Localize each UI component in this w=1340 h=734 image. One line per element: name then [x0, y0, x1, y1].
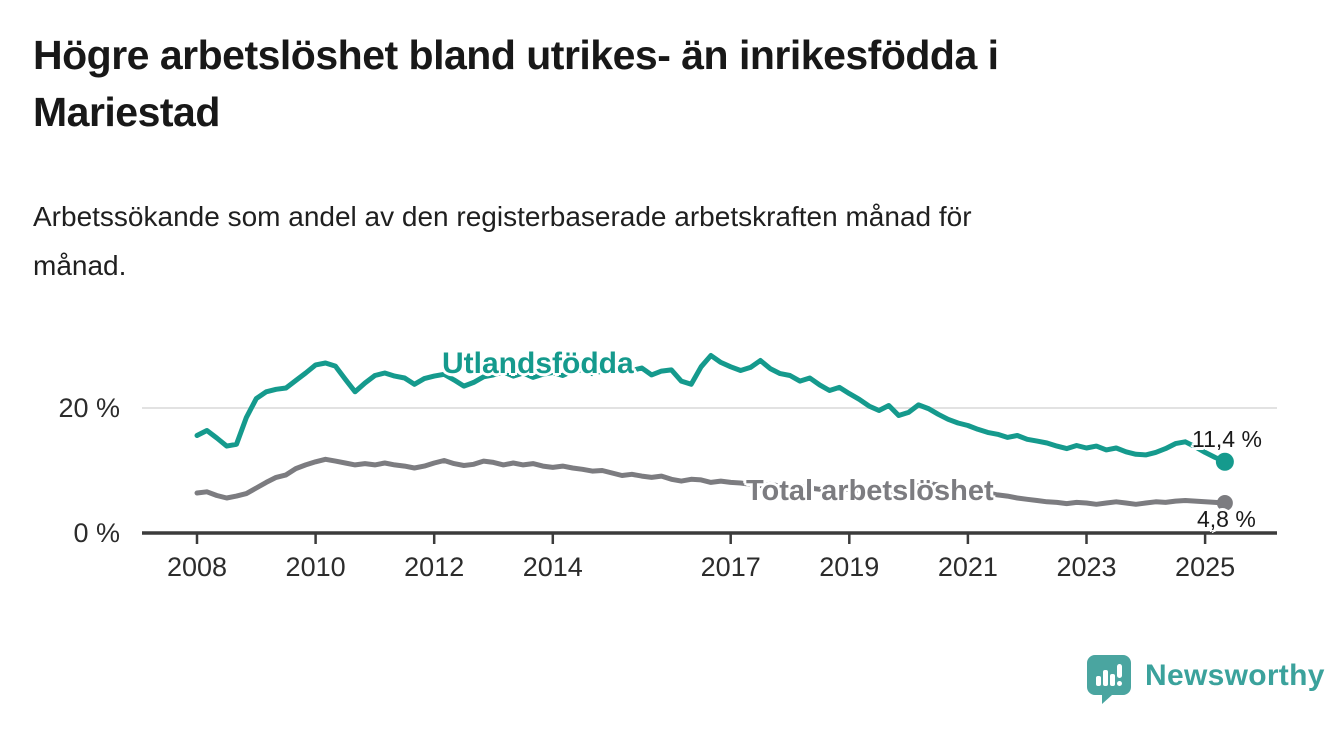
- bar-1: [1096, 676, 1101, 686]
- newsworthy-logo-icon: [1087, 655, 1131, 704]
- series-line-total: [194, 456, 1228, 507]
- x-axis-label-2019: 2019: [819, 552, 879, 582]
- newsworthy-logo: Newsworthy: [1086, 653, 1325, 705]
- newsworthy-logo-text: Newsworthy: [1145, 659, 1325, 692]
- x-axis-label-2014: 2014: [523, 552, 583, 582]
- series-line-utlandsfodda: [194, 353, 1228, 465]
- end-value-label-utlandsfodda: 11,4 %: [1192, 426, 1262, 452]
- x-axis-label-2008: 2008: [167, 552, 227, 582]
- series-label-utlandsfodda: Utlandsfödda: [442, 347, 634, 380]
- page-title-line-1: Högre arbetslöshet bland utrikes- än inr…: [33, 32, 999, 78]
- y-axis-label-0: 0 %: [73, 518, 120, 548]
- exclamation-bar: [1117, 664, 1122, 678]
- series-end-dot-utlandsfodda: [1215, 452, 1234, 471]
- bar-2: [1103, 670, 1108, 686]
- page-title-line-2: Mariestad: [33, 89, 220, 135]
- end-value-label-total: 4,8 %: [1197, 506, 1256, 532]
- x-axis-label-2025: 2025: [1175, 552, 1235, 582]
- y-axis-label-20: 20 %: [58, 393, 120, 423]
- x-axis-label-2012: 2012: [404, 552, 464, 582]
- series-end-dot-total: [1216, 495, 1233, 511]
- chart-subtitle: Arbetssökande som andel av den registerb…: [33, 192, 1253, 290]
- series-label-total-arbetsloshet: Total arbetslöshet: [746, 475, 994, 507]
- page-title: Högre arbetslöshet bland utrikes- än inr…: [33, 27, 1213, 141]
- bar-3: [1110, 674, 1115, 686]
- x-axis-label-2010: 2010: [286, 552, 346, 582]
- exclamation-dot: [1117, 681, 1122, 686]
- chart-subtitle-line-1: Arbetssökande som andel av den registerb…: [33, 201, 972, 232]
- x-axis-label-2023: 2023: [1056, 552, 1116, 582]
- x-axis-label-2017: 2017: [701, 552, 761, 582]
- chart-subtitle-line-2: månad.: [33, 250, 127, 281]
- speech-bubble-shape: [1087, 655, 1131, 704]
- x-axis-label-2021: 2021: [938, 552, 998, 582]
